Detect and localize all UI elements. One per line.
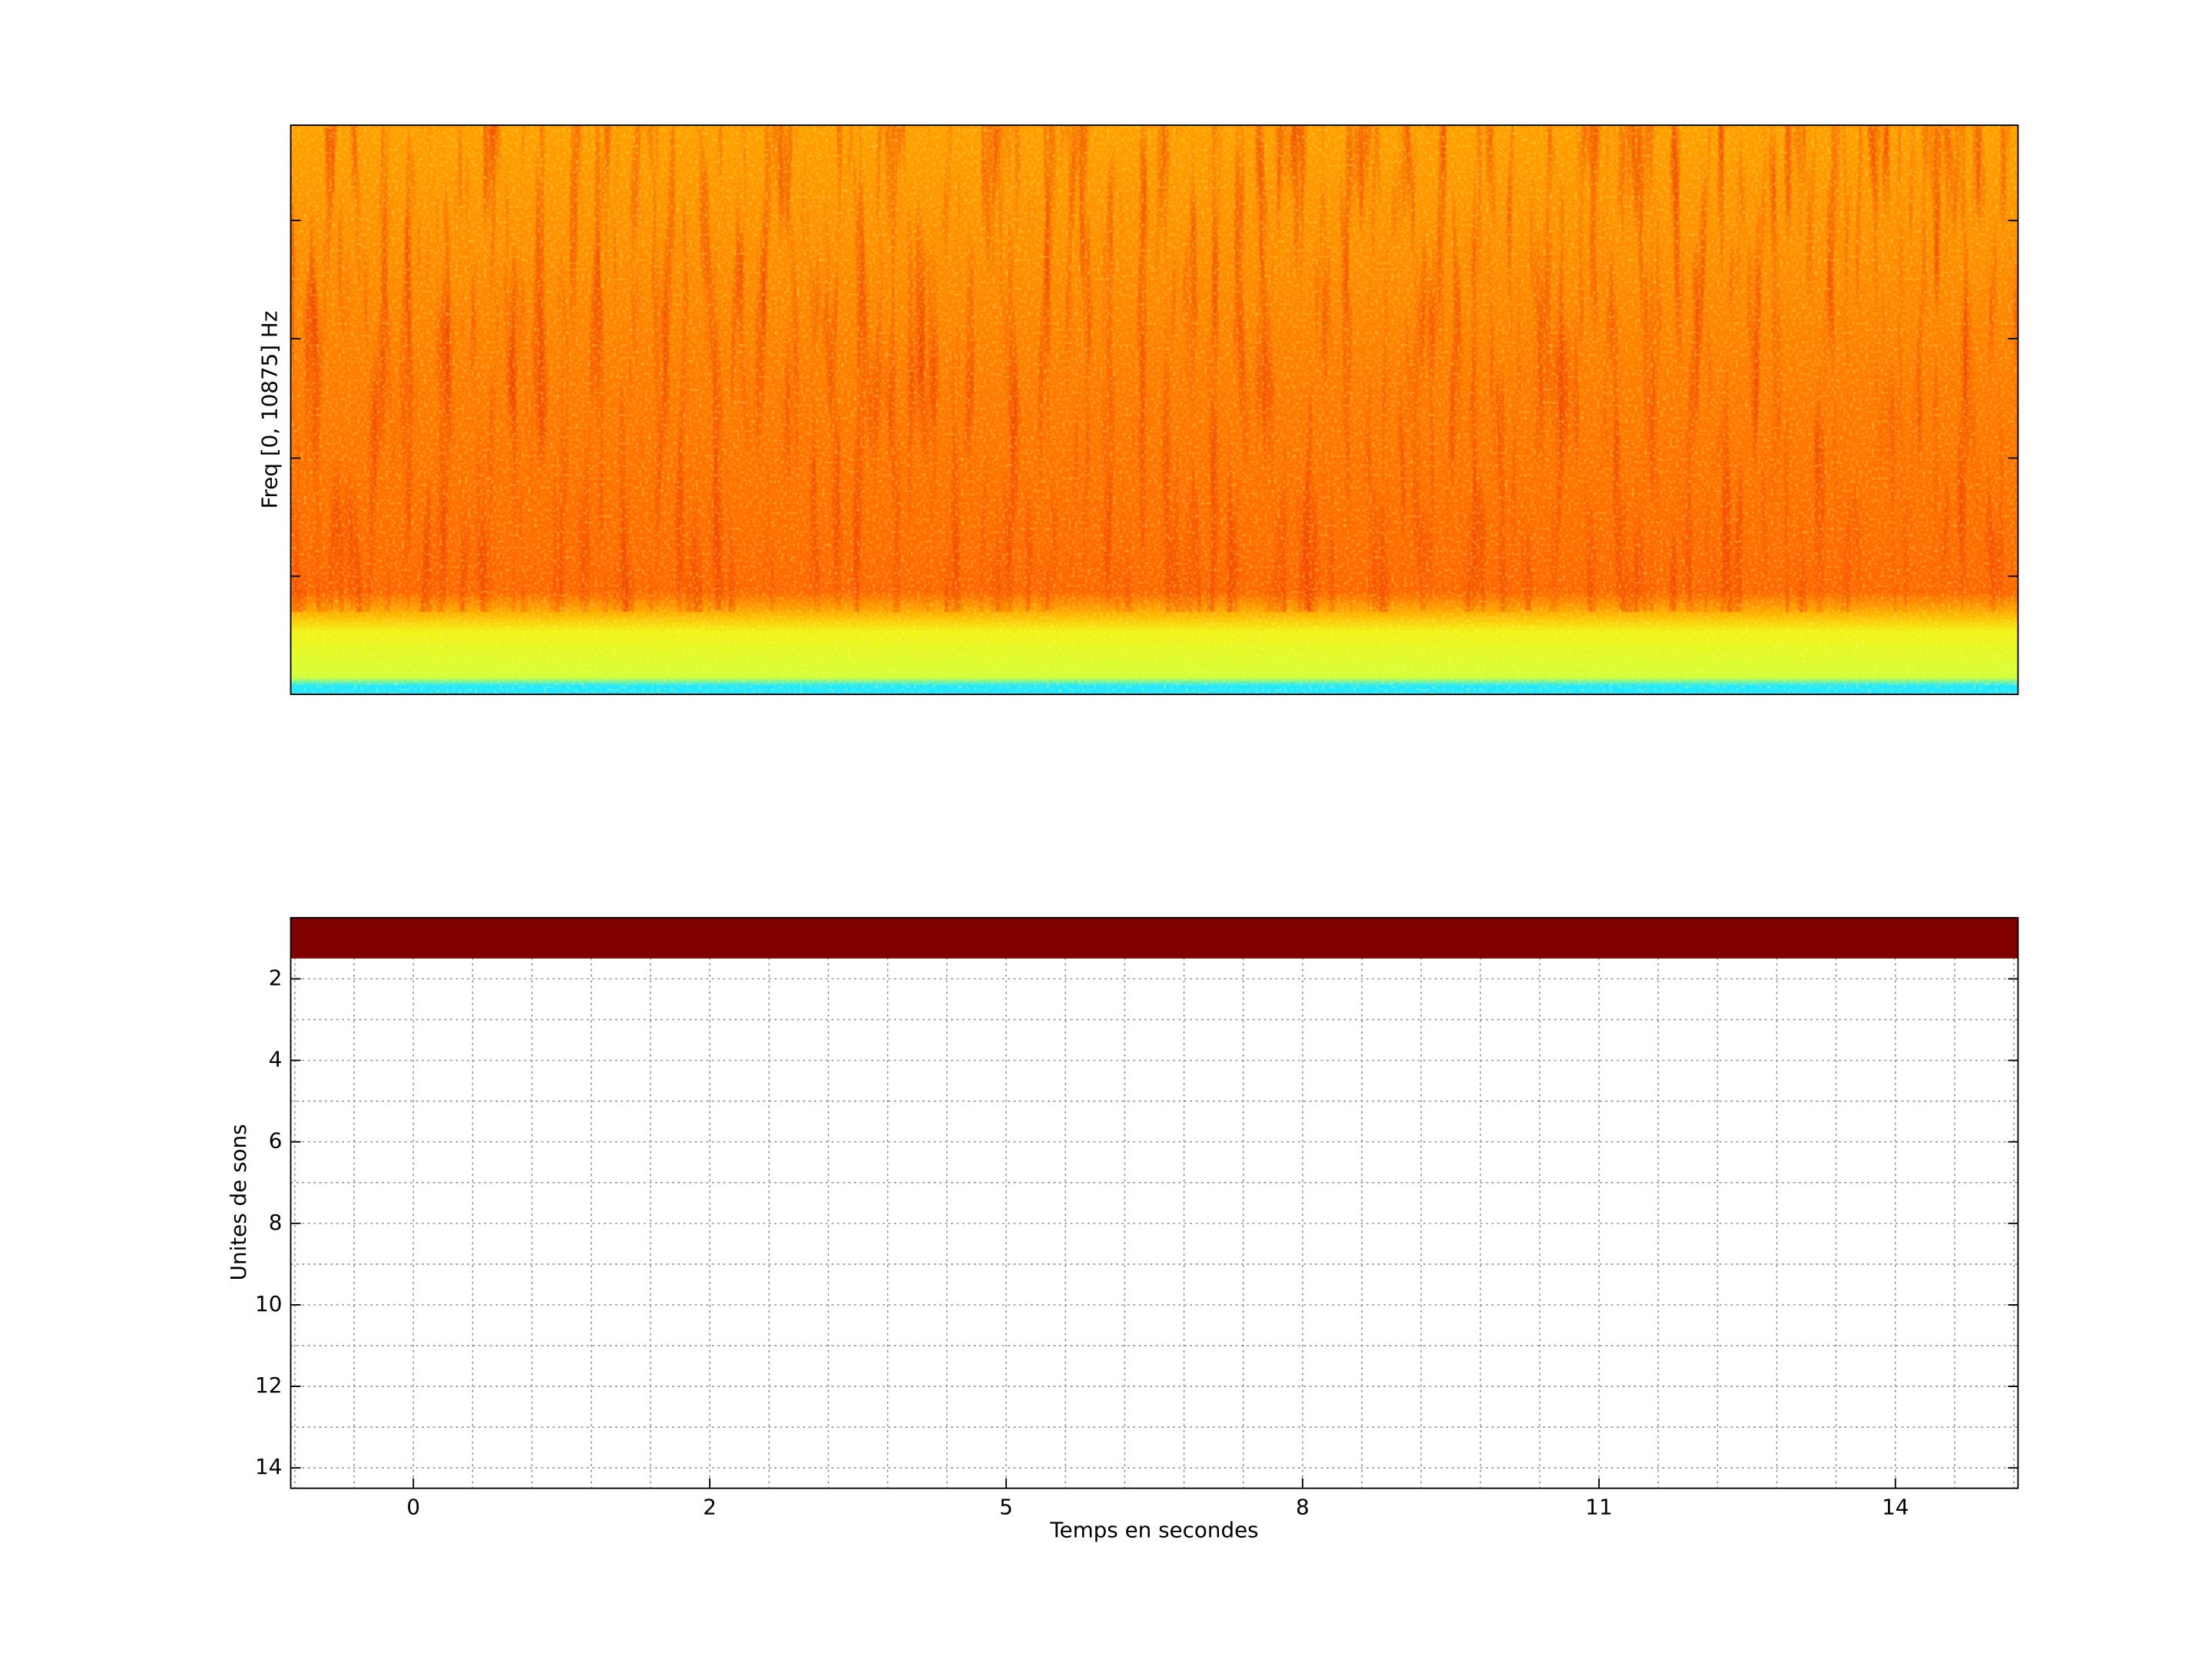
units-axes: Temps en secondes Unites de sons 0 2 5 8 11 1… bbox=[226, 916, 2019, 1542]
y-axis-label: Unites de sons bbox=[226, 1124, 251, 1280]
x-tick-label: 14 bbox=[1882, 1495, 1909, 1520]
y-tick-label: 6 bbox=[269, 1128, 283, 1154]
y-tick-label: 8 bbox=[269, 1210, 283, 1235]
x-tick-label: 5 bbox=[999, 1495, 1013, 1520]
y-tick-label: 14 bbox=[255, 1454, 282, 1479]
spectrogram-texture bbox=[290, 125, 2018, 695]
x-tick-label: 0 bbox=[406, 1495, 420, 1520]
y-axis-label: Freq [0, 10875] Hz bbox=[257, 311, 283, 509]
y-tick-label: 4 bbox=[269, 1047, 283, 1072]
y-tick-label: 2 bbox=[269, 965, 283, 990]
axes-box bbox=[290, 916, 2019, 1489]
x-tick-label: 2 bbox=[703, 1495, 717, 1520]
y-tick-label: 12 bbox=[255, 1373, 282, 1398]
x-tick-label: 8 bbox=[1296, 1495, 1310, 1520]
unit-segment bbox=[290, 917, 2018, 959]
spectrogram-axes: Freq [0, 10875] Hz bbox=[257, 124, 2019, 695]
tick-marks bbox=[290, 220, 2018, 578]
axes-box bbox=[290, 124, 2019, 695]
y-tick-label: 10 bbox=[255, 1291, 282, 1316]
x-axis-label: Temps en secondes bbox=[1049, 1517, 1258, 1542]
x-tick-label: 11 bbox=[1585, 1495, 1612, 1520]
